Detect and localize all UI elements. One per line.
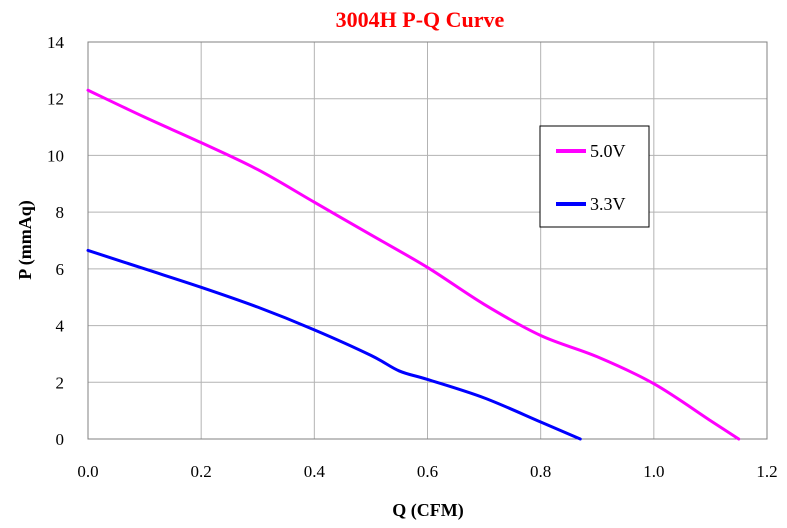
y-tick-label: 8 — [56, 203, 65, 222]
x-tick-label: 0.2 — [191, 462, 212, 481]
series-line-5.0V — [86, 88, 741, 441]
plot-area — [87, 41, 768, 440]
y-tick-label: 4 — [56, 317, 65, 336]
x-tick-label: 1.2 — [756, 462, 777, 481]
chart-title: 3004H P-Q Curve — [336, 7, 505, 32]
y-tick-label: 12 — [47, 90, 64, 109]
legend-label-5.0V: 5.0V — [590, 141, 626, 161]
y-tick-label: 0 — [56, 430, 65, 449]
series-layer — [86, 88, 741, 441]
series-line-3.3V — [86, 248, 582, 441]
y-tick-label: 14 — [47, 33, 65, 52]
x-axis-label: Q (CFM) — [392, 500, 463, 521]
grid — [88, 42, 767, 439]
tick-labels: 0.0 0.2 0.4 0.6 0.8 1.0 1.2 0 2 4 6 8 10 12 14 — [47, 33, 778, 481]
x-tick-label: 0.0 — [77, 462, 98, 481]
x-tick-label: 1.0 — [643, 462, 664, 481]
x-tick-label: 0.6 — [417, 462, 438, 481]
legend-box — [539, 125, 650, 228]
y-axis-label: P (mmAq) — [15, 200, 36, 280]
legend: 5.0V 3.3V — [539, 125, 650, 228]
legend-label-3.3V: 3.3V — [590, 194, 626, 214]
y-tick-label: 6 — [56, 260, 65, 279]
y-tick-label: 2 — [56, 373, 65, 392]
x-tick-label: 0.8 — [530, 462, 551, 481]
x-tick-label: 0.4 — [304, 462, 326, 481]
y-tick-label: 10 — [47, 146, 64, 165]
